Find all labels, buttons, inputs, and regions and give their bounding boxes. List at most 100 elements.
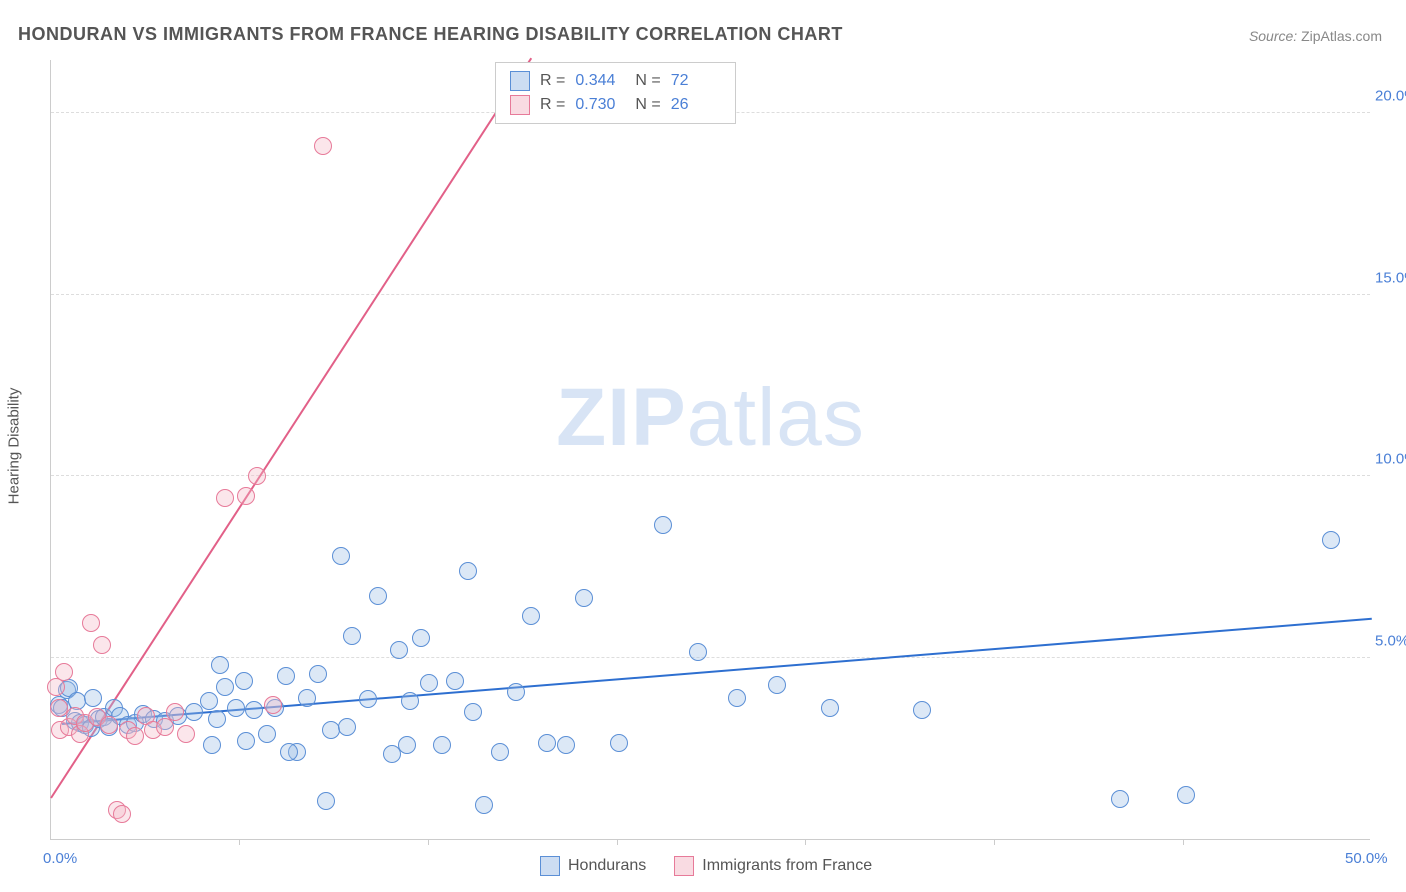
watermark-atlas: atlas [687,372,865,463]
data-point [237,732,255,750]
legend-label: Hondurans [568,857,646,875]
y-axis-label: Hearing Disability [6,388,23,505]
data-point [185,703,203,721]
data-point [689,643,707,661]
stat-r-label: R = [540,72,565,90]
source-value: ZipAtlas.com [1301,28,1382,44]
data-point [113,805,131,823]
data-point [200,692,218,710]
data-point [913,701,931,719]
x-tick-label: 50.0% [1345,850,1388,867]
data-point [264,696,282,714]
stat-n-value: 26 [671,96,721,114]
data-point [464,703,482,721]
data-point [1111,790,1129,808]
data-point [332,547,350,565]
data-point [538,734,556,752]
legend-item: Hondurans [540,856,646,876]
data-point [475,796,493,814]
data-point [557,736,575,754]
source-label: Source: [1249,28,1297,44]
data-point [420,674,438,692]
data-point [575,589,593,607]
y-tick-label: 15.0% [1375,269,1406,286]
data-point [654,516,672,534]
x-minor-tick [1183,839,1184,845]
watermark-zip: ZIP [556,372,687,463]
data-point [728,689,746,707]
data-point [126,727,144,745]
stat-n-value: 72 [671,72,721,90]
data-point [433,736,451,754]
x-tick-label: 0.0% [43,850,77,867]
data-point [359,690,377,708]
data-point [100,716,118,734]
stats-row: R = 0.730 N = 26 [510,93,721,117]
data-point [235,672,253,690]
data-point [522,607,540,625]
data-point [768,676,786,694]
plot-area: ZIPatlas 5.0%10.0%15.0%20.0%0.0%50.0% [50,60,1370,840]
legend-item: Immigrants from France [674,856,872,876]
data-point [55,663,73,681]
data-point [309,665,327,683]
data-point [459,562,477,580]
data-point [398,736,416,754]
data-point [216,489,234,507]
gridline [51,294,1370,295]
data-point [227,699,245,717]
data-point [277,667,295,685]
stat-r-label: R = [540,96,565,114]
stat-n-label: N = [635,72,660,90]
data-point [177,725,195,743]
data-point [84,689,102,707]
data-point [821,699,839,717]
data-point [166,703,184,721]
data-point [338,718,356,736]
data-point [93,636,111,654]
legend-swatch [540,856,560,876]
y-tick-label: 10.0% [1375,451,1406,468]
data-point [1177,786,1195,804]
legend-swatch [674,856,694,876]
data-point [412,629,430,647]
x-minor-tick [239,839,240,845]
gridline [51,657,1370,658]
stat-n-label: N = [635,96,660,114]
x-minor-tick [805,839,806,845]
data-point [507,683,525,701]
data-point [82,614,100,632]
x-minor-tick [617,839,618,845]
data-point [491,743,509,761]
legend-label: Immigrants from France [702,857,872,875]
data-point [369,587,387,605]
data-point [237,487,255,505]
data-point [610,734,628,752]
stats-box: R = 0.344 N = 72 R = 0.730 N = 26 [495,62,736,124]
y-tick-label: 5.0% [1375,632,1406,649]
data-point [216,678,234,696]
data-point [298,689,316,707]
source-attribution: Source: ZipAtlas.com [1249,28,1382,44]
x-minor-tick [994,839,995,845]
data-point [446,672,464,690]
data-point [314,137,332,155]
data-point [317,792,335,810]
legend-swatch [510,95,530,115]
y-tick-label: 20.0% [1375,88,1406,105]
data-point [401,692,419,710]
data-point [208,710,226,728]
legend-swatch [510,71,530,91]
legend: Hondurans Immigrants from France [540,856,872,876]
x-minor-tick [428,839,429,845]
data-point [245,701,263,719]
watermark: ZIPatlas [556,371,865,465]
data-point [280,743,298,761]
data-point [343,627,361,645]
chart-title: HONDURAN VS IMMIGRANTS FROM FRANCE HEARI… [18,24,843,45]
data-point [248,467,266,485]
data-point [258,725,276,743]
stat-r-value: 0.344 [575,72,625,90]
stats-row: R = 0.344 N = 72 [510,69,721,93]
stat-r-value: 0.730 [575,96,625,114]
